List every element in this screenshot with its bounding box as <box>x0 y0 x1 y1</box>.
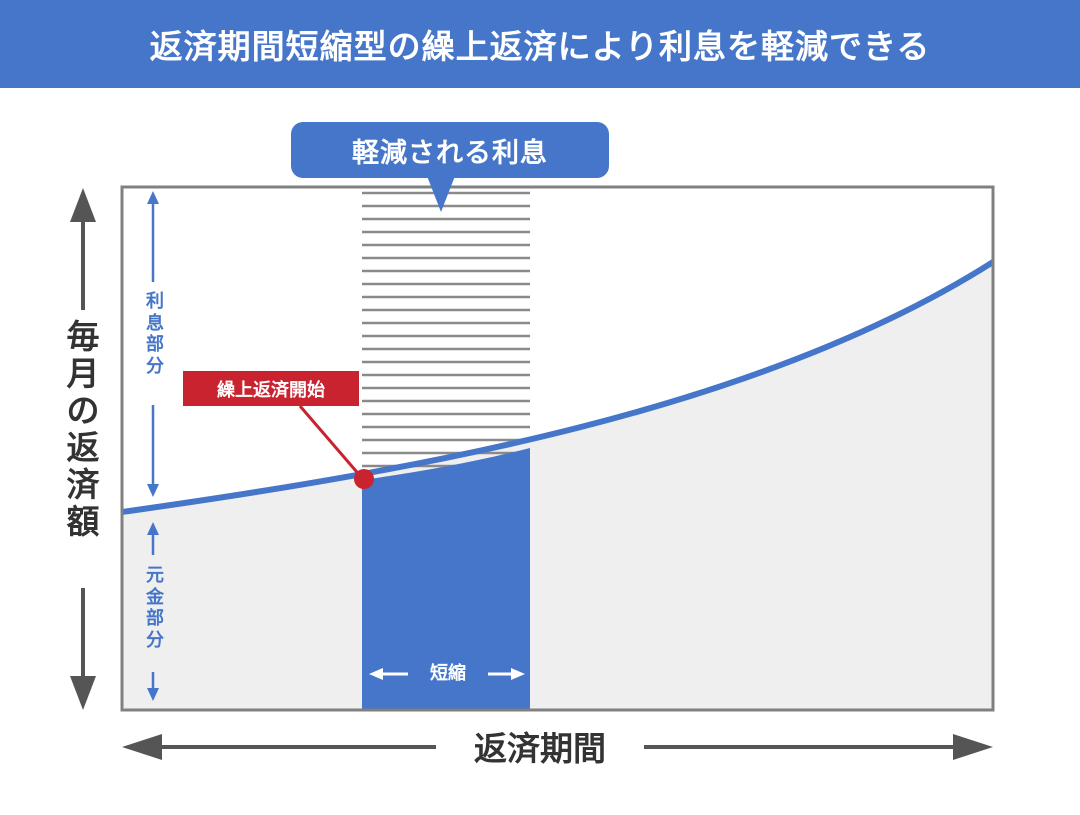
principal-range-arrow <box>147 522 159 701</box>
y-axis-arrow <box>70 188 96 710</box>
interest-part-label: 利 息 部 分 <box>135 291 175 377</box>
reduced-interest-callout: 軽減される利息 <box>291 122 609 178</box>
y-axis-label-char: 済 <box>66 464 100 504</box>
principal-label-char: 部 <box>146 608 164 630</box>
interest-label-char: 利 <box>146 291 164 312</box>
title-banner: 返済期間短縮型の繰上返済により利息を軽減できる <box>0 0 1080 88</box>
y-axis-label-char: 月 <box>66 353 100 393</box>
reduced-interest-stripes <box>362 191 530 468</box>
y-axis-label-char: の <box>66 390 100 430</box>
shortened-principal-block <box>362 448 530 710</box>
interest-label-char: 部 <box>146 334 164 356</box>
y-axis-label-char: 毎 <box>66 317 100 356</box>
shortening-label: 短縮 <box>430 663 466 684</box>
x-axis-label: 返済期間 <box>474 729 606 768</box>
interest-label-char: 息 <box>146 312 164 334</box>
interest-label-char: 分 <box>146 355 164 377</box>
prepayment-start-text: 繰上返済開始 <box>217 379 325 401</box>
prepayment-leader-line <box>298 405 364 479</box>
chart-frame <box>120 185 995 712</box>
callout-text: 軽減される利息 <box>352 137 548 169</box>
principal-area <box>122 262 993 710</box>
y-axis-label-char: 額 <box>66 501 100 541</box>
prepayment-start-tag: 繰上返済開始 <box>183 371 359 406</box>
principal-label-char: 元 <box>146 565 164 586</box>
repayment-curve <box>121 259 995 515</box>
prepayment-start-marker <box>354 469 374 489</box>
principal-label-char: 金 <box>146 586 164 608</box>
principal-label-char: 分 <box>146 629 164 651</box>
principal-part-label: 元 金 部 分 <box>135 565 175 651</box>
y-axis-label: 毎 月 の 返 済 額 <box>63 317 103 541</box>
interest-range-arrow <box>147 191 159 497</box>
callout-tail <box>427 176 455 212</box>
shortening-arrow <box>369 668 525 680</box>
y-axis-label-char: 返 <box>66 427 100 467</box>
diagram-title: 返済期間短縮型の繰上返済により利息を軽減できる <box>149 27 931 66</box>
x-axis-arrow <box>122 734 993 760</box>
